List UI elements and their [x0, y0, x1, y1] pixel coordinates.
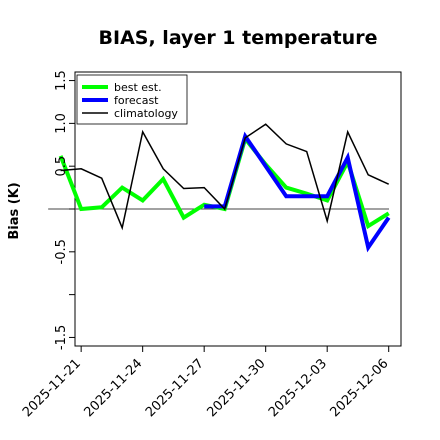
- x-tick-label: 2025-11-21: [20, 356, 84, 420]
- x-tick-label: 2025-12-03: [266, 356, 330, 420]
- legend: best est. forecast climatology: [76, 74, 188, 125]
- x-tick-label: 2025-11-27: [143, 356, 207, 420]
- legend-label-best-est: best est.: [114, 81, 162, 94]
- x-ticks-layer: 2025-11-212025-11-242025-11-272025-11-30…: [20, 346, 392, 420]
- legend-label-climatology: climatology: [114, 107, 178, 120]
- x-tick-label: 2025-11-24: [81, 356, 145, 420]
- x-tick-label: 2025-12-06: [327, 356, 391, 420]
- series-line-climatology: [60, 123, 390, 231]
- y-axis-label: Bias (K): [7, 182, 22, 239]
- x-tick-label: 2025-11-30: [204, 356, 268, 420]
- y-tick-label: -1.5: [54, 325, 69, 350]
- series-line-best-est: [58, 134, 390, 230]
- y-ticks-layer: -1.5 -0.5 0.5 1.0 1.5: [54, 70, 75, 350]
- legend-label-forecast: forecast: [114, 94, 159, 107]
- chart-title: BIAS, layer 1 temperature: [99, 27, 378, 49]
- y-tick-label: 1.0: [54, 113, 69, 134]
- y-tick-label: 1.5: [54, 70, 69, 91]
- y-tick-label: 0.5: [54, 156, 69, 177]
- series-layer: [58, 123, 391, 253]
- y-tick-label: -0.5: [54, 239, 69, 264]
